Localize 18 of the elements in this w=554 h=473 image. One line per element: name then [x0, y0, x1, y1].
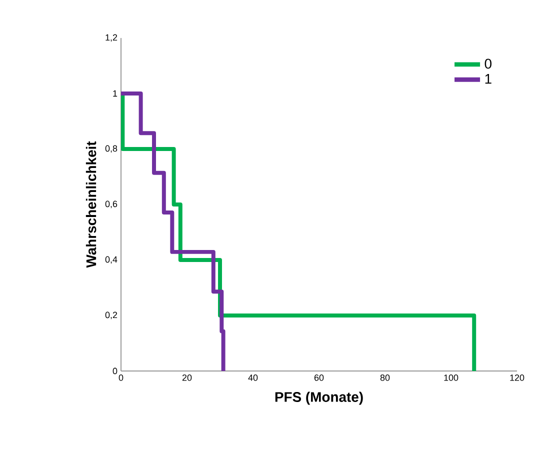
- y-tick-label: 1: [113, 90, 118, 97]
- y-tick-label: 0,4: [105, 256, 118, 264]
- x-tick-label: 40: [248, 374, 258, 381]
- x-tick-label: 60: [314, 374, 324, 381]
- y-tick-label: 1,2: [106, 34, 118, 42]
- y-tick-label: 0,2: [105, 312, 118, 320]
- x-tick-label: 80: [380, 374, 390, 381]
- y-axis-title: Wahrscheinlichkeit: [86, 141, 96, 268]
- legend-label: 0: [484, 58, 492, 69]
- x-tick-label: 120: [510, 374, 524, 381]
- y-tick-label: 0,8: [105, 145, 118, 153]
- y-tick-label: 0: [112, 368, 118, 374]
- x-tick-label: 0: [118, 374, 124, 381]
- legend-label: 1: [485, 74, 492, 84]
- y-tick-label: 0,6: [105, 200, 118, 208]
- x-axis-title: PFS (Monate): [275, 392, 363, 405]
- x-tick-label: 20: [182, 374, 192, 381]
- x-tick-label: 100: [444, 374, 458, 381]
